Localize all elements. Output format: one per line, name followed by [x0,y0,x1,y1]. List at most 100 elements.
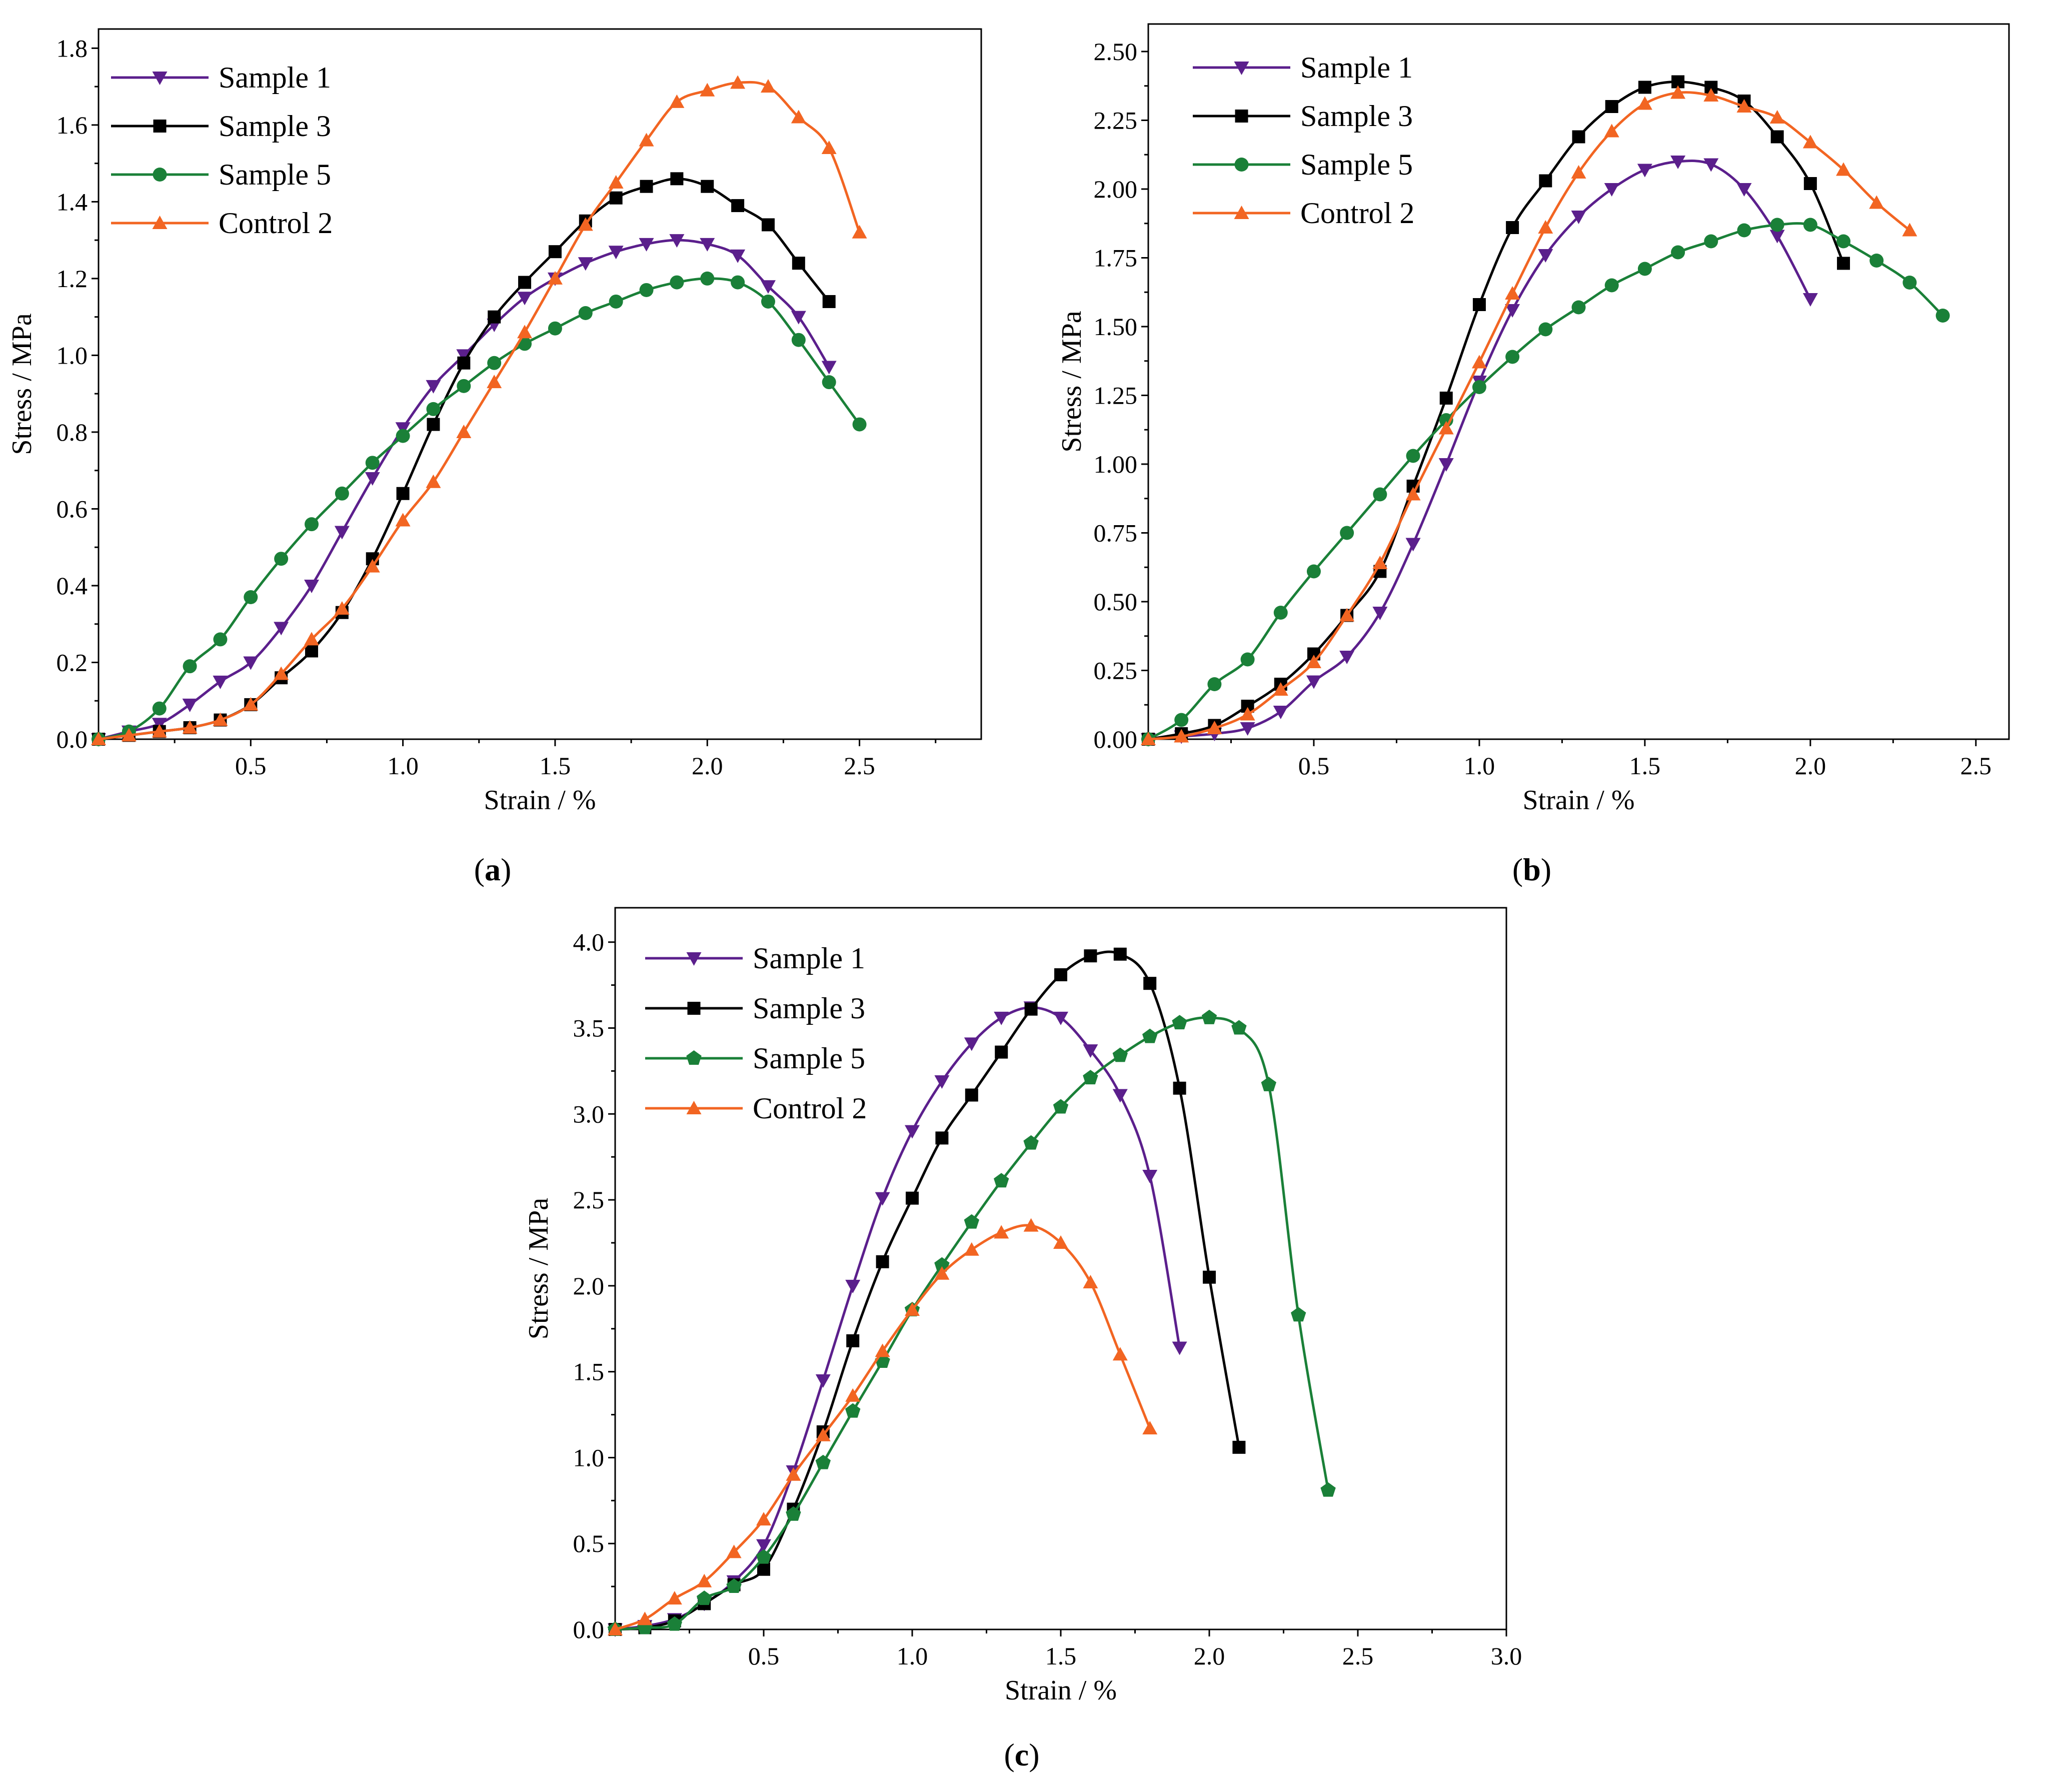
data-point [761,294,775,309]
data-point [1703,88,1719,102]
data-point [815,1454,831,1469]
y-tick-label: 2.50 [1094,38,1138,66]
legend-label: Sample 1 [219,61,331,94]
x-tick-label: 0.5 [235,752,267,780]
data-point [274,622,289,636]
data-point [457,356,471,370]
y-tick-label: 1.0 [57,341,88,369]
data-point [1174,729,1189,743]
x-tick-label: 3.0 [1491,1642,1522,1670]
chart-panel-b: 0.5 1.0 1.5 2.0 2.5 0.00 0.25 0.50 0.75 1.00 1.25 1… [1056,23,2010,887]
data-point [1083,1274,1098,1288]
data-point [822,295,836,308]
data-point [1240,707,1255,721]
data-point [934,1266,950,1280]
data-point [757,1562,770,1576]
data-point [964,1242,979,1256]
x-tick-label: 1.5 [1629,752,1661,780]
data-point [731,199,745,213]
y-tick-label: 0.0 [573,1615,605,1643]
data-point [1770,130,1784,144]
data-point [964,1214,980,1229]
data-point [152,724,167,738]
data-point [578,257,593,271]
data-point [1306,564,1321,579]
legend-label: Sample 3 [753,992,865,1025]
legend-label: Sample 1 [1300,51,1413,84]
data-point [756,1539,771,1553]
y-tick-label: 1.5 [573,1358,605,1386]
data-point [1290,1307,1306,1322]
x-tick-label: 1.0 [1464,752,1495,780]
data-point [906,1191,919,1205]
data-point [852,225,867,239]
data-point [791,311,806,325]
data-point [1112,1347,1128,1361]
data-point [1670,85,1686,99]
data-point [1737,223,1751,238]
data-point [1023,1135,1039,1150]
data-point [1024,1002,1038,1016]
data-point [1803,177,1817,190]
x-tick-label: 2.0 [692,752,723,780]
data-point [1935,309,1950,323]
data-point [875,1343,890,1357]
data-point [305,517,319,532]
data-point [1869,195,1884,209]
panel-label-close-paren: ) [1029,1737,1039,1772]
data-point [487,375,502,389]
data-point [1340,526,1354,540]
data-point [1240,722,1255,736]
data-point [1837,257,1850,270]
data-point [213,675,228,689]
series-control-2: Control 2 [608,1092,1158,1635]
series-line [1147,222,1944,741]
panel-label-open-paren: ( [1512,852,1523,887]
data-point [243,697,259,711]
series-sample-5: Sample 5 [1141,148,1950,746]
data-point [815,1427,831,1441]
x-tick-label: 2.5 [1342,1642,1374,1670]
data-point [875,1192,890,1206]
legend-marker [686,952,702,966]
plot-frame [1147,23,2010,740]
data-point [608,1622,623,1635]
legend-marker [1234,206,1249,219]
data-point [667,1591,682,1605]
data-point [1306,655,1321,668]
data-point [1273,682,1288,696]
x-tick-label: 0.5 [748,1642,780,1670]
series-line [98,81,861,741]
data-point [548,245,562,259]
data-point [730,75,746,89]
data-point [365,456,380,470]
y-axis-title: Stress / MPa [7,313,38,455]
y-tick-label: 0.6 [57,495,88,523]
data-point [334,601,350,615]
data-point [1539,174,1552,188]
series-control-2: Control 2 [1141,85,1917,745]
data-point [427,418,440,431]
data-point [396,487,410,500]
series-sample-3: Sample 3 [92,110,836,746]
data-point [1240,652,1255,667]
panel-label-letter: c [1015,1737,1029,1772]
x-tick-label: 2.5 [844,752,875,780]
panel-label-open-paren: ( [1004,1737,1014,1772]
y-tick-label: 3.5 [573,1014,605,1042]
data-point [1207,721,1222,734]
y-tick-label: 0.75 [1094,519,1138,547]
data-point [846,1334,860,1347]
data-point [761,218,775,232]
data-point [1670,156,1686,169]
data-point [1438,458,1454,472]
data-point [845,1279,861,1293]
y-tick-label: 4.0 [573,928,605,956]
data-point [1339,651,1355,664]
panel-label: (a) [474,852,512,887]
legend-marker [686,1050,702,1065]
data-point [213,632,228,647]
data-point [1112,1047,1128,1062]
data-point [426,402,441,416]
data-point [1506,221,1519,234]
